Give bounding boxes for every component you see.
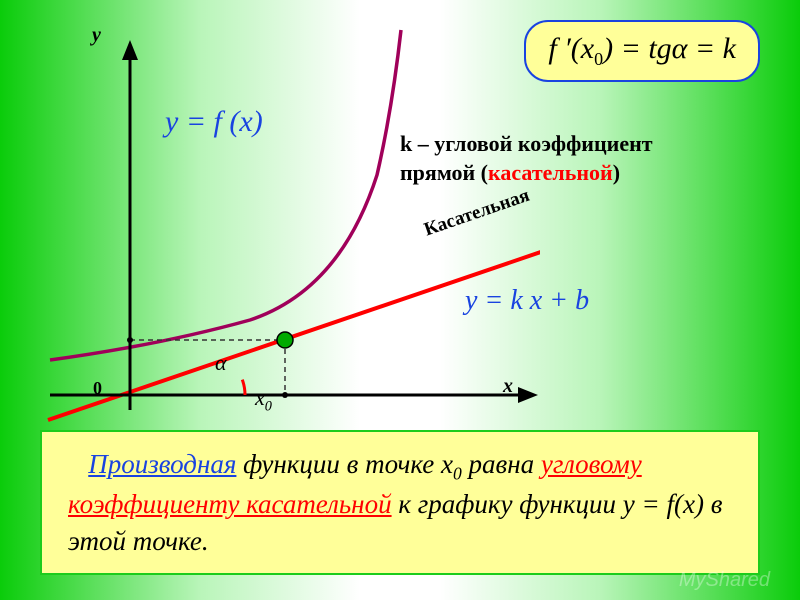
theorem-mid2: равна	[462, 449, 541, 479]
theorem-box: Производная функции в точке x0 равна угл…	[40, 430, 760, 575]
x0-label: x0	[255, 385, 272, 415]
y-axis-label: y	[92, 24, 101, 47]
x-tick-dot	[282, 392, 288, 398]
derivative-formula-box: f ′(x0) = tgα = k	[524, 20, 760, 82]
function-curve	[50, 30, 401, 360]
equation-tangent-line: y = k x + b	[465, 285, 589, 317]
equation-fx: y = f (x)	[165, 105, 263, 139]
angle-arc	[242, 380, 245, 395]
tangent-line	[48, 225, 540, 420]
x-axis-label: x	[503, 375, 513, 398]
formula-text: f ′(x0) = tgα = k	[548, 32, 736, 65]
y-tick-dot	[127, 337, 133, 343]
tangent-point	[277, 332, 293, 348]
origin-label: 0	[93, 378, 102, 399]
x-axis-arrow	[518, 387, 538, 403]
watermark: MyShared	[679, 569, 770, 592]
theorem-sub0: 0	[453, 463, 462, 483]
theorem-derivative-word: Производная	[88, 449, 236, 479]
theorem-mid1: функции в точке x	[236, 449, 453, 479]
alpha-label: α	[215, 350, 227, 376]
y-axis-arrow	[122, 40, 138, 60]
